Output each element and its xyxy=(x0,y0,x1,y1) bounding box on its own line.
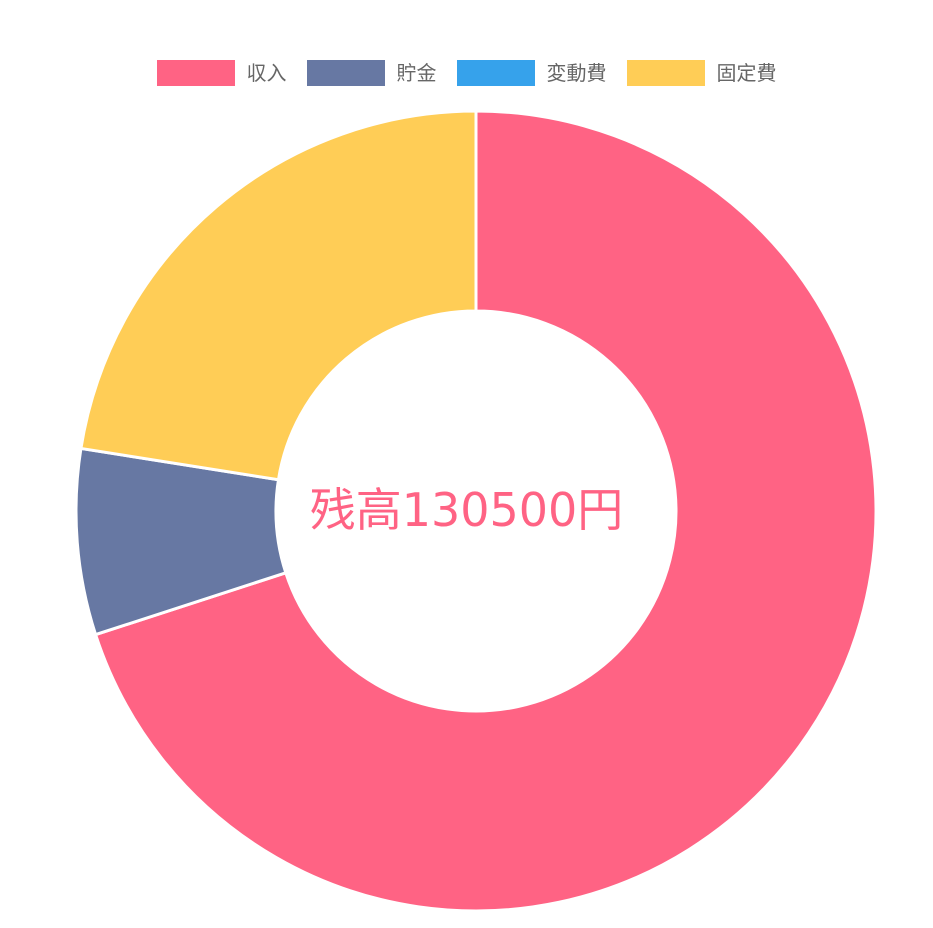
doughnut-slice[interactable] xyxy=(93,109,878,913)
center-balance-label: 残高130500円 xyxy=(309,483,624,537)
legend-label: 収入 xyxy=(246,61,287,85)
legend-swatch xyxy=(306,60,385,86)
doughnut-slice[interactable] xyxy=(79,109,478,482)
chart-legend: 収入 貯金 変動費 固定費 xyxy=(0,60,933,86)
legend-item[interactable]: 固定費 xyxy=(626,60,777,86)
legend-item[interactable]: 収入 xyxy=(156,60,287,86)
legend-swatch xyxy=(456,60,535,86)
legend-item[interactable]: 貯金 xyxy=(306,60,437,86)
legend-label: 固定費 xyxy=(716,61,777,85)
legend-swatch xyxy=(156,60,235,86)
legend-swatch xyxy=(626,60,705,86)
legend-item[interactable]: 変動費 xyxy=(456,60,607,86)
legend-label: 貯金 xyxy=(396,61,437,85)
legend-label: 変動費 xyxy=(546,61,607,85)
